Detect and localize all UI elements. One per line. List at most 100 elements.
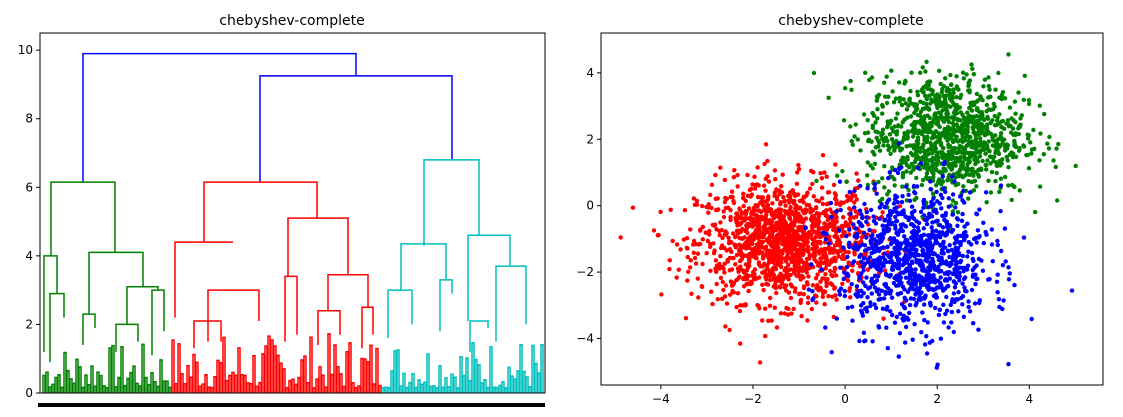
scatter-point (759, 235, 765, 240)
scatter-point (876, 140, 882, 145)
scatter-point (824, 255, 829, 261)
scatter-point (932, 112, 937, 117)
scatter-point (960, 112, 965, 118)
y-tick-label: −2 (576, 265, 594, 279)
scatter-point (737, 206, 742, 211)
scatter-point (943, 189, 948, 194)
scatter-point (994, 279, 1000, 284)
dendrogram-link (423, 381, 427, 393)
scatter-point (1033, 209, 1038, 215)
scatter-point (881, 255, 886, 260)
scatter-point (722, 199, 728, 205)
scatter-point (687, 265, 693, 270)
scatter-point (917, 258, 922, 263)
scatter-point (822, 248, 827, 254)
dendrogram-link (258, 381, 262, 393)
scatter-point (958, 118, 963, 123)
scatter-point (900, 284, 906, 289)
scatter-point (961, 234, 966, 239)
dendrogram-link (264, 345, 268, 393)
scatter-point (1000, 90, 1006, 95)
scatter-point (921, 85, 926, 90)
scatter-point (754, 276, 759, 281)
scatter-point (916, 252, 921, 258)
scatter-point (960, 211, 965, 217)
dendrogram-link (339, 373, 343, 393)
scatter-point (896, 141, 902, 146)
scatter-point (940, 174, 945, 179)
scatter-point (885, 143, 891, 148)
scatter-point (904, 163, 910, 168)
dendrogram-link (132, 365, 136, 393)
scatter-point (823, 272, 828, 277)
scatter-point (828, 214, 834, 220)
scatter-point (737, 214, 742, 220)
dendrogram-link (243, 374, 247, 393)
scatter-point (946, 204, 951, 209)
scatter-point (910, 134, 916, 139)
scatter-point (919, 290, 924, 295)
scatter-point (865, 295, 870, 300)
scatter-point (828, 200, 834, 206)
scatter-point (734, 219, 740, 224)
scatter-point (893, 167, 898, 173)
scatter-point (749, 211, 754, 216)
scatter-point (848, 295, 853, 300)
scatter-point (684, 245, 689, 251)
dendrogram-link (510, 375, 514, 393)
scatter-point (990, 143, 995, 148)
scatter-point (949, 320, 954, 325)
scatter-point (820, 230, 826, 235)
scatter-point (944, 294, 949, 300)
scatter-point (1011, 117, 1016, 123)
scatter-point (758, 200, 763, 205)
dendrogram-link (213, 375, 217, 393)
scatter-point (977, 150, 983, 155)
scatter-point (739, 210, 744, 215)
scatter-point (922, 152, 928, 157)
scatter-point (755, 165, 760, 170)
dendrogram-link (438, 365, 442, 393)
scatter-point (987, 276, 992, 282)
dendrogram-link (393, 350, 397, 393)
scatter-point (811, 170, 816, 175)
y-tick-label: 0 (25, 386, 33, 400)
scatter-point (918, 209, 924, 214)
scatter-point (762, 207, 767, 212)
scatter-point (934, 189, 939, 195)
dendrogram-link (129, 371, 133, 393)
scatter-point (924, 334, 929, 339)
scatter-point (855, 137, 860, 142)
scatter-point (864, 275, 869, 280)
dendrogram-link (87, 383, 91, 393)
dendrogram-link (252, 354, 256, 393)
scatter-point (922, 240, 927, 245)
dendrogram-link (82, 52, 357, 183)
scatter-point (869, 139, 874, 144)
dendrogram-link (219, 362, 223, 393)
scatter-point (974, 91, 980, 97)
dendrogram-link (507, 366, 511, 393)
scatter-point (736, 269, 741, 274)
scatter-point (947, 156, 952, 161)
scatter-point (941, 145, 946, 151)
scatter-point (674, 242, 680, 247)
scatter-point (793, 286, 798, 291)
scatter-point (981, 240, 986, 246)
scatter-point (816, 262, 821, 267)
scatter-point (940, 286, 946, 292)
scatter-point (975, 106, 980, 111)
scatter-point (916, 242, 922, 247)
dendrogram-link (324, 386, 328, 393)
scatter-point (931, 167, 936, 172)
dendrogram-link (504, 387, 508, 393)
dendrogram-frame (39, 32, 546, 394)
scatter-point (882, 217, 888, 222)
scatter-point (915, 112, 921, 118)
dendrogram-link (78, 366, 82, 393)
dendrogram-link (174, 241, 233, 318)
dendrogram-link (151, 289, 165, 356)
scatter-point (965, 110, 970, 115)
scatter-point (892, 183, 897, 188)
scatter-point (939, 90, 944, 95)
